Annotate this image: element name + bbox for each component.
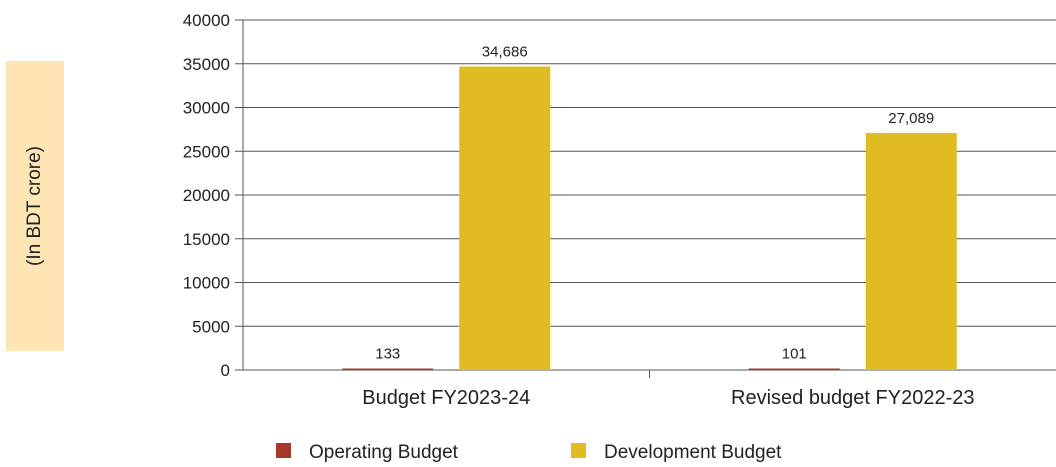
data-label: 34,686 [482, 43, 528, 60]
x-category-label: Budget FY2023-24 [362, 387, 530, 409]
legend-swatch [571, 443, 586, 458]
data-label: 27,089 [888, 110, 934, 127]
data-label: 133 [375, 346, 400, 363]
legend-label: Development Budget [604, 442, 782, 463]
bar [342, 368, 434, 370]
bar [865, 132, 957, 370]
y-tick-label: 10000 [183, 274, 230, 293]
bar [459, 66, 551, 370]
y-tick-label: 20000 [183, 186, 230, 205]
x-category-label: Revised budget FY2022-23 [731, 387, 975, 409]
y-tick-label: 15000 [183, 230, 230, 249]
legend-swatch [276, 443, 291, 458]
y-tick-label: 35000 [183, 55, 230, 74]
bar [748, 368, 840, 370]
y-tick-label: 25000 [183, 142, 230, 161]
y-tick-label: 30000 [183, 99, 230, 118]
y-tick-label: 0 [221, 361, 230, 380]
y-tick-label: 5000 [192, 317, 230, 336]
legend-label: Operating Budget [309, 442, 459, 463]
y-axis-label-box: (In BDT crore) [6, 61, 64, 351]
data-label: 101 [782, 346, 807, 363]
y-tick-label: 40000 [183, 11, 230, 30]
